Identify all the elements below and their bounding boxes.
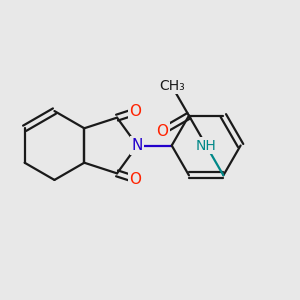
Text: O: O [156,124,168,139]
Text: NH: NH [196,139,217,152]
Text: CH₃: CH₃ [159,79,184,93]
Text: N: N [132,138,143,153]
Text: O: O [129,104,141,119]
Text: O: O [129,172,141,187]
